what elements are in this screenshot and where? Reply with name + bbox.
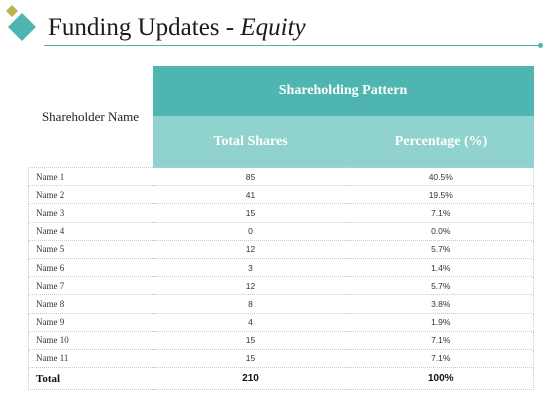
shareholder-name-cell: Name 2 xyxy=(28,185,153,205)
table-row: Name 1 85 40.5% xyxy=(28,166,535,187)
percentage-cell: 3.8% xyxy=(348,294,535,314)
logo-diamonds-icon xyxy=(6,5,36,41)
shareholder-name-cell: Name 5 xyxy=(28,240,153,259)
total-shares-cell: 4 xyxy=(152,313,349,332)
total-shares-cell: 15 xyxy=(152,331,349,350)
total-shares-cell: 15 xyxy=(152,349,349,369)
header-total-shares: Total Shares xyxy=(152,116,349,168)
table-row: Name 2 41 19.5% xyxy=(28,185,535,205)
percentage-cell: 5.7% xyxy=(348,240,535,259)
shareholder-name-cell: Name 4 xyxy=(28,222,153,241)
table-row: Name 9 4 1.9% xyxy=(28,313,535,332)
percentage-cell: 1.9% xyxy=(348,313,535,332)
title-underline-dot xyxy=(538,43,543,48)
percentage-cell: 19.5% xyxy=(348,185,535,205)
total-shares-cell: 3 xyxy=(152,258,349,278)
total-shares-sum-cell: 210 xyxy=(152,367,349,391)
shareholder-name-cell: Name 8 xyxy=(28,294,153,314)
total-shares-cell: 8 xyxy=(152,294,349,314)
percentage-cell: 1.4% xyxy=(348,258,535,278)
total-shares-cell: 41 xyxy=(152,185,349,205)
title-emphasis: Equity xyxy=(240,14,306,41)
shareholder-name-cell: Name 1 xyxy=(28,166,153,187)
percentage-cell: 7.1% xyxy=(348,349,535,369)
shareholder-name-cell: Name 3 xyxy=(28,203,153,223)
header-percentage: Percentage (%) xyxy=(348,116,534,168)
title-underline xyxy=(44,45,540,46)
total-shares-cell: 12 xyxy=(152,276,349,296)
total-shares-cell: 0 xyxy=(152,222,349,241)
table-row: Name 6 3 1.4% xyxy=(28,258,535,278)
table-row: Name 11 15 7.1% xyxy=(28,349,535,369)
table-row: Name 8 8 3.8% xyxy=(28,294,535,314)
percentage-cell: 7.1% xyxy=(348,203,535,223)
table-row: Name 10 15 7.1% xyxy=(28,331,535,350)
page-title: Funding Updates - Equity xyxy=(48,14,306,42)
percentage-cell: 5.7% xyxy=(348,276,535,296)
percentage-cell: 7.1% xyxy=(348,331,535,350)
shareholder-name-cell: Name 10 xyxy=(28,331,153,350)
shareholder-name-cell: Name 9 xyxy=(28,313,153,332)
title-main: Funding Updates - xyxy=(48,14,241,41)
total-shares-cell: 12 xyxy=(152,240,349,259)
total-percentage-cell: 100% xyxy=(348,367,535,391)
shareholder-name-cell: Name 11 xyxy=(28,349,153,369)
header-shareholding-pattern: Shareholding Pattern xyxy=(152,66,534,116)
total-shares-cell: 85 xyxy=(152,166,349,187)
percentage-cell: 40.5% xyxy=(348,166,535,187)
table-total-row: Total 210 100% xyxy=(28,367,535,391)
shareholder-name-cell: Name 6 xyxy=(28,258,153,278)
table-row: Name 3 15 7.1% xyxy=(28,203,535,223)
shareholding-table: Shareholder Name Shareholding Pattern To… xyxy=(28,66,535,391)
shareholder-name-cell: Name 7 xyxy=(28,276,153,296)
total-label-cell: Total xyxy=(28,367,153,391)
header-shareholder-name: Shareholder Name xyxy=(28,66,153,168)
total-shares-cell: 15 xyxy=(152,203,349,223)
table-row: Name 7 12 5.7% xyxy=(28,276,535,296)
table-row: Name 5 12 5.7% xyxy=(28,240,535,259)
percentage-cell: 0.0% xyxy=(348,222,535,241)
table-row: Name 4 0 0.0% xyxy=(28,222,535,241)
